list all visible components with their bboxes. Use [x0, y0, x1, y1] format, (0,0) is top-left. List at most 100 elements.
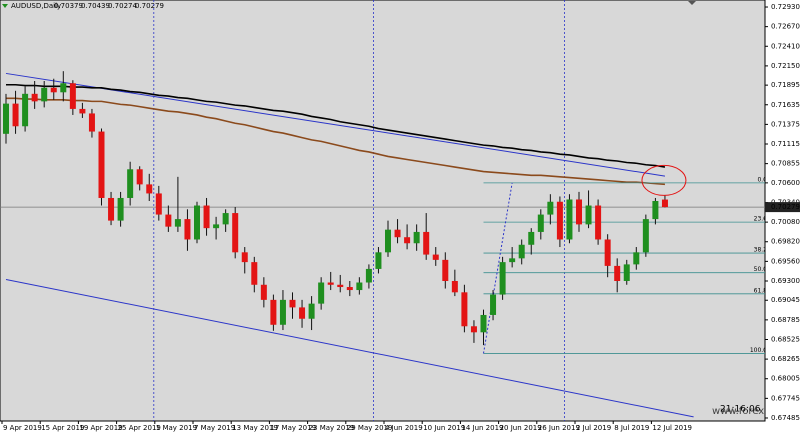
y-tick-label: 0.72930: [771, 3, 800, 11]
y-tick-label: 0.68005: [771, 375, 800, 383]
candle-body: [537, 214, 544, 232]
candle-body: [442, 259, 449, 281]
symbol: AUDUSD,Daily: [11, 2, 61, 10]
candle-body: [127, 169, 134, 198]
y-tick-label: 0.67745: [771, 394, 800, 402]
y-tick-label: 0.69300: [771, 277, 800, 285]
candle-body: [232, 213, 239, 253]
candle-body: [518, 244, 525, 259]
candle-body: [566, 199, 573, 240]
fib-label: 38.2: [754, 247, 768, 254]
candle-body: [385, 229, 391, 253]
symbol-icon: [2, 4, 8, 8]
candle-body: [661, 199, 668, 208]
x-tick-label: 1 May 2019: [156, 424, 197, 432]
candle-body: [451, 280, 458, 293]
candle-body: [614, 265, 621, 281]
candle-body: [432, 254, 439, 260]
candle-body: [88, 113, 95, 132]
candle-body: [604, 239, 611, 266]
candle-body: [222, 213, 229, 225]
candle-body: [461, 292, 468, 327]
x-tick-label: 29 May 2019: [347, 424, 393, 432]
candle-body: [41, 87, 48, 102]
y-tick-label: 0.71115: [771, 140, 800, 148]
candle-body: [31, 93, 38, 102]
candle-body: [547, 201, 554, 215]
candle-body: [289, 299, 296, 308]
candle-body: [146, 184, 153, 194]
y-tick-label: 0.70600: [771, 179, 800, 187]
x-tick-label: 15 Apr 2019: [41, 424, 84, 432]
x-tick-label: 2 Jul 2019: [576, 424, 611, 432]
x-tick-label: 8 Jul 2019: [614, 424, 649, 432]
candle-body: [241, 252, 248, 263]
x-tick-label: 26 Jun 2019: [538, 424, 580, 432]
x-tick-label: 9 Apr 2019: [3, 424, 42, 432]
candle-body: [633, 252, 640, 265]
candle-body: [318, 282, 325, 304]
fib-label: 100.0: [750, 347, 767, 354]
candle-body: [22, 93, 29, 127]
candle-body: [490, 294, 497, 315]
candle-body: [155, 193, 162, 215]
clock: 21:16:06: [720, 405, 761, 415]
candle-body: [60, 83, 67, 93]
y-tick-label: 0.72410: [771, 42, 800, 50]
x-tick-label: 25 Apr 2019: [118, 424, 161, 432]
x-tick-label: 23 May 2019: [309, 424, 355, 432]
candle-body: [3, 103, 9, 134]
candle-body: [480, 314, 487, 333]
x-tick-label: 17 May 2019: [270, 424, 316, 432]
y-tick-label: 0.68785: [771, 316, 800, 324]
y-tick-label: 0.70080: [771, 218, 800, 226]
candle-body: [79, 108, 86, 114]
plot: 0.0 23.6 38.2 50.0 61.8 100.0 21:16:06www.fore…: [0, 0, 768, 421]
y-tick-label: 0.71895: [771, 81, 800, 89]
y-tick-label: 0.69560: [771, 257, 800, 265]
y-tick-label: 0.71375: [771, 120, 800, 128]
candle-body: [576, 199, 582, 225]
candle-body: [270, 299, 277, 325]
candle-body: [184, 219, 191, 240]
y-tick-label: 0.72670: [771, 23, 800, 31]
candle-body: [642, 219, 649, 253]
candle-body: [260, 284, 267, 300]
candle-body: [327, 282, 334, 285]
candle-body: [528, 231, 535, 245]
y-tick-label: 0.70855: [771, 160, 800, 168]
current-price-label: 0.70279: [771, 203, 800, 211]
y-tick-label: 0.71635: [771, 101, 800, 109]
candle-body: [117, 197, 124, 221]
candle-body: [213, 224, 220, 229]
y-tick-label: 0.69045: [771, 296, 800, 304]
candle-body: [174, 219, 181, 227]
candle-body: [394, 229, 401, 238]
fib-label: 23.6: [754, 216, 768, 223]
fib-label: 61.8: [754, 287, 768, 294]
y-tick-label: 0.72150: [771, 62, 800, 70]
candle-body: [308, 303, 315, 319]
candle-body: [499, 262, 506, 295]
current-price-tag: [765, 202, 800, 213]
x-tick-label: 12 Jul 2019: [652, 424, 692, 432]
candle-body: [413, 231, 420, 244]
candle-body: [346, 287, 353, 291]
fib-label: 0.0: [757, 176, 767, 183]
candle-body: [365, 268, 372, 283]
y-tick-label: 0.68265: [771, 355, 800, 363]
candle-body: [470, 326, 477, 333]
highlight-ellipse: [641, 164, 687, 196]
x-tick-label: 19 Apr 2019: [79, 424, 122, 432]
y-tick-label: 0.69820: [771, 238, 800, 246]
x-tick-label: 10 Jun 2019: [423, 424, 465, 432]
x-tick-label: 13 May 2019: [232, 424, 278, 432]
candle-body: [251, 262, 258, 285]
x-tick-label: 14 Jun 2019: [461, 424, 503, 432]
candle-body: [404, 237, 411, 244]
header-close: 0.70279: [135, 2, 164, 10]
moving-average: [6, 83, 666, 168]
candle-body: [69, 83, 76, 109]
header-open: 0.70379: [54, 2, 83, 10]
